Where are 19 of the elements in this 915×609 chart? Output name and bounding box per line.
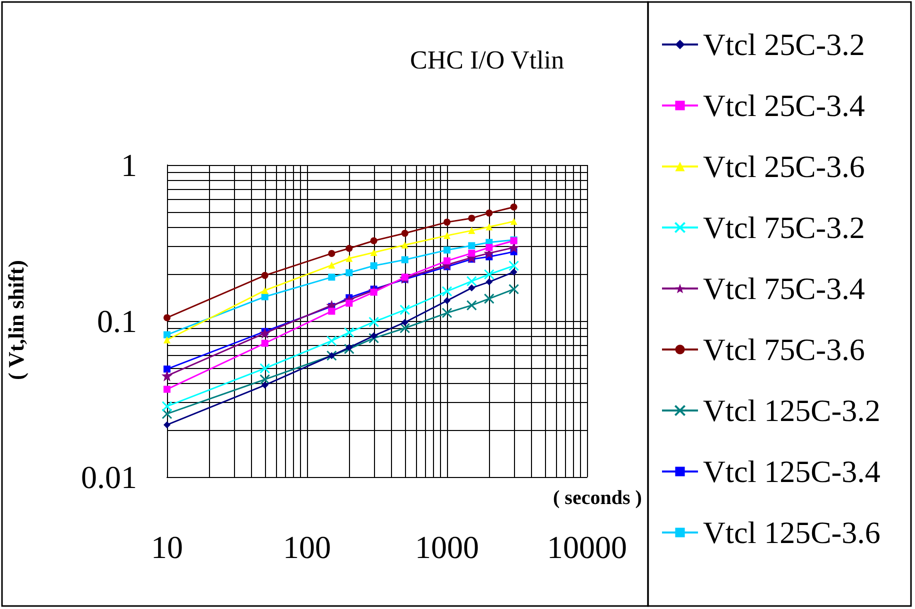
- legend-label: Vtcl 25C-3.6: [703, 149, 865, 184]
- x-tick-label: 10: [151, 529, 183, 565]
- y-tick-label: 1: [121, 147, 137, 183]
- legend-label: Vtcl 75C-3.4: [703, 271, 866, 306]
- legend-label: Vtcl 125C-3.2: [703, 393, 880, 428]
- legend-label: Vtcl 75C-3.2: [703, 210, 865, 245]
- legend-label: Vtcl 75C-3.6: [703, 332, 865, 367]
- x-tick-label: 100: [283, 529, 331, 565]
- legend-label: Vtcl 125C-3.4: [703, 454, 881, 489]
- x-tick-label: 1000: [415, 529, 479, 565]
- x-tick-label: 10000: [547, 529, 627, 565]
- y-axis-title: ( Vt,lin shift): [4, 260, 28, 380]
- y-tick-label: 0.01: [81, 459, 137, 495]
- legend-label: Vtcl 25C-3.2: [703, 27, 865, 62]
- legend-label: Vtcl 125C-3.6: [703, 515, 880, 550]
- chart-title: CHC I/O Vtlin: [410, 46, 564, 74]
- legend-label: Vtcl 25C-3.4: [703, 88, 866, 123]
- y-tick-label: 0.1: [97, 303, 137, 339]
- x-axis-title: ( seconds ): [553, 487, 642, 509]
